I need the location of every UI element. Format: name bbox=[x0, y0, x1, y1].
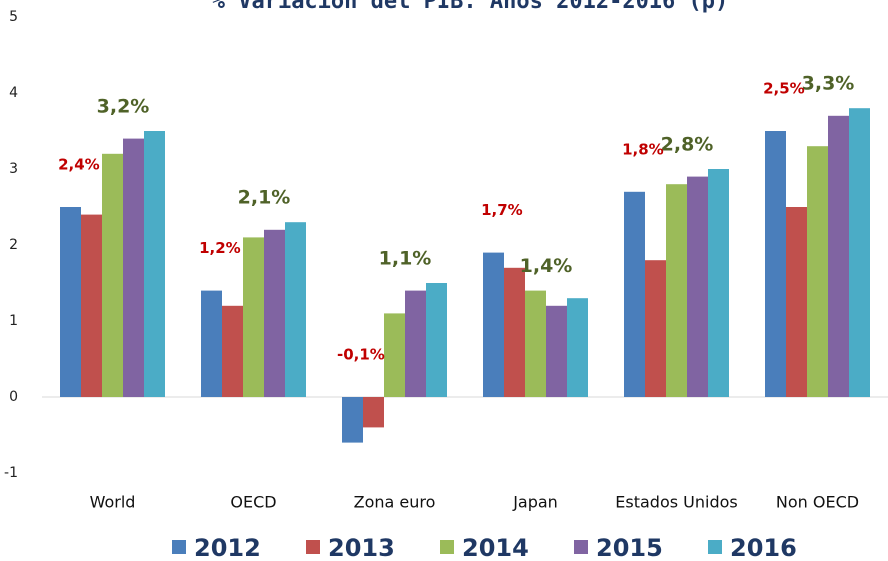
data-label: 3,2% bbox=[97, 96, 150, 118]
x-tick-label: Japan bbox=[512, 493, 558, 512]
bar bbox=[363, 397, 384, 428]
y-tick-label: 2 bbox=[9, 237, 18, 253]
bar bbox=[525, 290, 546, 397]
bar bbox=[264, 229, 285, 397]
legend-label: 2014 bbox=[462, 534, 529, 561]
x-tick-label: Non OECD bbox=[776, 493, 859, 512]
bar bbox=[546, 305, 567, 397]
bar bbox=[567, 298, 588, 397]
y-tick-label: 3 bbox=[9, 161, 18, 177]
annotation: 1,7% bbox=[481, 201, 523, 219]
bar bbox=[102, 153, 123, 397]
y-tick-label: -1 bbox=[4, 465, 18, 481]
bar bbox=[666, 184, 687, 397]
bar bbox=[81, 214, 102, 397]
data-label: 2,1% bbox=[238, 187, 291, 209]
data-label: 3,3% bbox=[802, 73, 855, 95]
legend-swatch bbox=[172, 540, 186, 554]
bar bbox=[687, 176, 708, 397]
bar bbox=[645, 260, 666, 397]
y-tick-label: 0 bbox=[9, 389, 18, 405]
x-tick-label: Zona euro bbox=[354, 493, 436, 512]
annotation: 2,5% bbox=[763, 80, 805, 98]
bar bbox=[60, 207, 81, 397]
bar bbox=[405, 290, 426, 397]
bar bbox=[765, 131, 786, 397]
x-tick-label: Estados Unidos bbox=[615, 493, 737, 512]
data-label: 1,4% bbox=[520, 255, 573, 277]
bar bbox=[243, 237, 264, 397]
bar bbox=[828, 115, 849, 398]
data-label: 2,8% bbox=[661, 134, 714, 156]
bar bbox=[807, 146, 828, 397]
annotation: 1,2% bbox=[199, 239, 241, 257]
bar bbox=[201, 290, 222, 397]
bar bbox=[708, 169, 729, 397]
bar bbox=[849, 108, 870, 397]
bar bbox=[786, 207, 807, 397]
bar bbox=[384, 313, 405, 397]
bar bbox=[426, 283, 447, 397]
bar bbox=[123, 138, 144, 397]
bar bbox=[342, 397, 363, 443]
y-tick-label: 4 bbox=[9, 85, 18, 101]
annotation: 2,4% bbox=[58, 156, 100, 174]
x-tick-label: World bbox=[90, 493, 136, 512]
bar bbox=[144, 131, 165, 397]
data-label: 1,1% bbox=[379, 248, 432, 270]
y-tick-label: 5 bbox=[9, 9, 18, 25]
legend-label: 2012 bbox=[194, 534, 261, 561]
bar bbox=[222, 305, 243, 397]
bar bbox=[285, 222, 306, 397]
y-tick-label: 1 bbox=[9, 313, 18, 329]
bar bbox=[504, 267, 525, 397]
legend-label: 2015 bbox=[596, 534, 663, 561]
chart-title: % Variación del PIB. Años 2012-2016 (p) bbox=[212, 0, 729, 14]
bar bbox=[483, 252, 504, 397]
bar bbox=[624, 191, 645, 397]
legend-swatch bbox=[306, 540, 320, 554]
legend-label: 2013 bbox=[328, 534, 395, 561]
x-tick-label: OECD bbox=[230, 493, 276, 512]
legend-label: 2016 bbox=[730, 534, 797, 561]
legend-swatch bbox=[708, 540, 722, 554]
annotation: 1,8% bbox=[622, 140, 664, 158]
annotation: -0,1% bbox=[337, 346, 385, 364]
legend-swatch bbox=[440, 540, 454, 554]
legend-swatch bbox=[574, 540, 588, 554]
